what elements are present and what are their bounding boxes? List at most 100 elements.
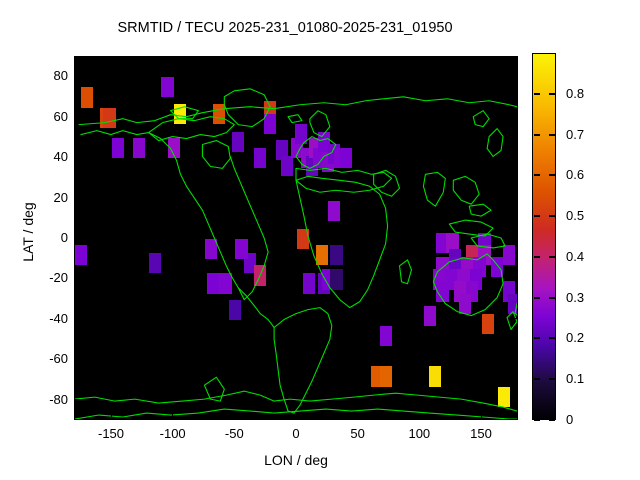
y-axis-tick-label: 20 xyxy=(53,189,68,205)
y-axis-tick-label: -40 xyxy=(49,310,68,326)
y-axis-tick-label: 60 xyxy=(53,108,68,124)
heatmap-cell xyxy=(276,139,289,161)
heatmap-cell xyxy=(161,77,174,98)
colorbar-tick-label: 0.5 xyxy=(566,208,585,224)
colorbar-tick xyxy=(533,419,540,421)
x-axis-tick-label: 50 xyxy=(350,426,365,441)
colorbar-tick-label: 0.2 xyxy=(566,330,585,346)
heatmap-cell xyxy=(330,269,343,290)
y-axis-tick xyxy=(512,116,518,118)
y-axis-tick xyxy=(74,116,80,118)
x-axis-tick xyxy=(110,56,112,62)
colorbar-tick-label: 0.7 xyxy=(566,126,585,142)
x-axis-tick xyxy=(357,414,359,420)
x-axis-tick xyxy=(233,56,235,62)
colorbar-tick xyxy=(548,215,555,218)
heatmap-cell xyxy=(436,281,449,302)
x-axis-tick-label: 0 xyxy=(292,426,300,441)
x-axis-tick-label: -50 xyxy=(224,426,244,441)
y-axis-tick xyxy=(74,156,80,158)
y-axis-tick-label: -60 xyxy=(49,351,68,367)
colorbar-tick xyxy=(533,215,540,218)
colorbar-tick-label: 0.3 xyxy=(566,289,585,305)
heatmap-cell xyxy=(424,305,437,326)
heatmap-cell xyxy=(167,137,180,159)
heatmap-cell xyxy=(379,325,392,347)
y-axis-tick xyxy=(512,197,518,199)
y-axis-tick xyxy=(74,358,80,360)
heatmap-cell xyxy=(231,131,244,153)
heatmap-cell xyxy=(204,239,217,260)
y-axis-tick xyxy=(512,277,518,279)
heatmap-cell xyxy=(103,107,116,128)
heatmap-cell xyxy=(498,386,511,407)
heatmap-cell xyxy=(219,273,232,294)
colorbar-tick-label: 0.1 xyxy=(566,371,585,387)
x-axis-tick xyxy=(357,56,359,62)
heatmap-cell xyxy=(458,293,471,314)
heatmap-cell xyxy=(229,299,242,320)
x-axis-tick xyxy=(172,56,174,62)
x-axis-title: LON / deg xyxy=(264,452,328,468)
heatmap-cell xyxy=(280,156,294,177)
colorbar-tick xyxy=(548,419,555,421)
y-axis-tick-label: -80 xyxy=(49,391,68,407)
colorbar-tick xyxy=(533,174,540,177)
colorbar-tick xyxy=(548,378,555,381)
y-axis-tick-label: -20 xyxy=(49,270,68,286)
map-plot-area xyxy=(74,56,518,420)
x-axis-tick xyxy=(233,414,235,420)
heatmap-cell xyxy=(507,293,517,314)
heatmap-cell xyxy=(446,232,459,254)
x-axis-tick-label: -150 xyxy=(97,426,125,441)
y-axis-tick-label: 0 xyxy=(60,230,68,245)
heatmap-cell xyxy=(428,366,442,387)
heatmap-cell xyxy=(263,113,277,134)
colorbar-tick xyxy=(548,133,555,136)
x-axis-tick-label: 150 xyxy=(470,426,492,441)
y-axis-tick xyxy=(74,277,80,279)
colorbar-tick-label: 0.8 xyxy=(566,85,585,101)
y-axis-tick xyxy=(74,237,80,239)
colorbar-tick-label: 0.6 xyxy=(566,167,585,183)
heatmap-cell xyxy=(235,239,248,260)
heatmap-data-layer xyxy=(75,57,517,419)
y-axis-tick xyxy=(512,75,518,77)
y-axis-tick xyxy=(512,399,518,401)
x-axis-tick xyxy=(418,56,420,62)
heatmap-cell xyxy=(502,245,516,266)
colorbar-tick xyxy=(548,337,555,340)
heatmap-cell xyxy=(482,313,495,335)
heatmap-cell xyxy=(436,232,449,254)
y-axis-tick xyxy=(74,318,80,320)
colorbar-tick xyxy=(533,296,540,299)
heatmap-cell xyxy=(149,253,162,274)
y-axis-tick xyxy=(512,156,518,158)
colorbar xyxy=(532,53,556,420)
heatmap-cell xyxy=(379,366,392,387)
heatmap-cell xyxy=(315,245,328,266)
colorbar-gradient xyxy=(533,54,555,419)
x-axis-tick-label: 100 xyxy=(408,426,431,441)
page-title: SRMTID / TECU 2025-231_01080-2025-231_01… xyxy=(117,20,453,36)
x-axis-tick-label: -100 xyxy=(159,426,186,441)
heatmap-cell xyxy=(132,137,146,159)
x-axis-tick xyxy=(480,56,482,62)
y-axis-tick xyxy=(74,197,80,199)
heatmap-cell xyxy=(206,273,220,294)
colorbar-tick xyxy=(533,133,540,136)
colorbar-tick xyxy=(548,296,555,299)
heatmap-cell xyxy=(253,148,267,169)
heatmap-cell xyxy=(213,103,226,124)
x-axis-tick xyxy=(480,414,482,420)
heatmap-cell xyxy=(294,123,307,144)
x-axis-tick xyxy=(172,414,174,420)
x-axis-tick xyxy=(295,56,297,62)
heatmap-cell xyxy=(173,103,186,124)
heatmap-cell xyxy=(303,273,316,294)
heatmap-cell xyxy=(490,257,503,278)
colorbar-tick-label: 0 xyxy=(566,412,574,427)
heatmap-cell xyxy=(75,245,88,266)
colorbar-tick xyxy=(548,92,555,95)
colorbar-tick xyxy=(533,92,540,95)
